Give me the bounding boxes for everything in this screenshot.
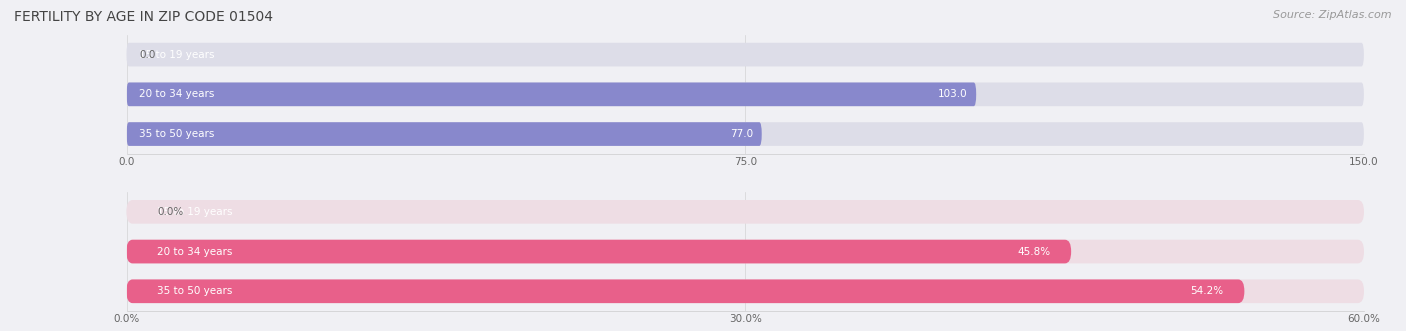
FancyBboxPatch shape	[127, 240, 1071, 263]
Text: 0.0%: 0.0%	[157, 207, 184, 217]
Text: 77.0: 77.0	[730, 129, 754, 139]
FancyBboxPatch shape	[127, 240, 1364, 263]
FancyBboxPatch shape	[127, 279, 1244, 303]
Text: 15 to 19 years: 15 to 19 years	[157, 207, 233, 217]
FancyBboxPatch shape	[127, 82, 976, 106]
FancyBboxPatch shape	[127, 122, 762, 146]
Text: 0.0: 0.0	[139, 50, 155, 60]
FancyBboxPatch shape	[127, 82, 1364, 106]
Text: 35 to 50 years: 35 to 50 years	[157, 286, 233, 296]
Text: 103.0: 103.0	[938, 89, 967, 99]
Text: 35 to 50 years: 35 to 50 years	[139, 129, 214, 139]
Text: 54.2%: 54.2%	[1191, 286, 1223, 296]
Text: 15 to 19 years: 15 to 19 years	[139, 50, 214, 60]
Text: Source: ZipAtlas.com: Source: ZipAtlas.com	[1274, 10, 1392, 20]
Text: 45.8%: 45.8%	[1018, 247, 1050, 257]
FancyBboxPatch shape	[127, 279, 1364, 303]
Text: 20 to 34 years: 20 to 34 years	[139, 89, 214, 99]
FancyBboxPatch shape	[127, 122, 1364, 146]
Text: FERTILITY BY AGE IN ZIP CODE 01504: FERTILITY BY AGE IN ZIP CODE 01504	[14, 10, 273, 24]
FancyBboxPatch shape	[127, 43, 1364, 67]
FancyBboxPatch shape	[127, 200, 1364, 224]
Text: 20 to 34 years: 20 to 34 years	[157, 247, 233, 257]
